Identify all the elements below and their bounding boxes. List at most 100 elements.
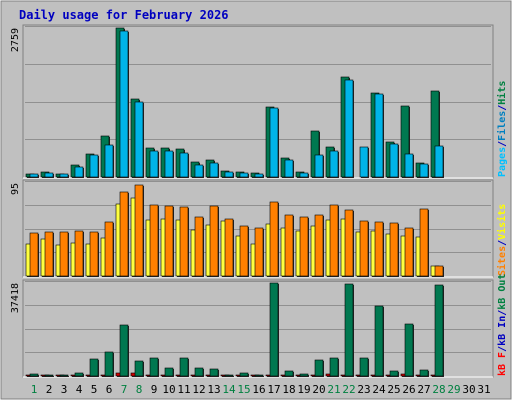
bar-sites-7 (119, 191, 129, 277)
bar-kb-out-23 (359, 357, 369, 377)
bar-files-24 (374, 93, 384, 178)
legend: kB F/kB In/kB Out (497, 274, 508, 376)
bar-kb-out-21 (329, 357, 339, 377)
bar-files-18 (284, 159, 294, 178)
bar-files-9 (149, 150, 159, 178)
bar-files-27 (419, 163, 429, 178)
bar-files-7 (119, 30, 129, 178)
bar-kb-out-8 (134, 360, 144, 377)
day-label-2: 2 (46, 383, 53, 396)
bar-kb-out-17 (269, 282, 279, 377)
bar-files-14 (224, 171, 234, 178)
bar-sites-25 (389, 222, 399, 277)
bar-files-2 (44, 172, 54, 178)
bar-kb-out-26 (404, 323, 414, 377)
bar-files-4 (74, 166, 84, 178)
bar-files-28 (434, 145, 444, 178)
day-label-20: 20 (312, 383, 325, 396)
bar-kb-out-28 (434, 284, 444, 377)
day-axis: 1 2 3 4 5 6 7 8 9 10 11 12 13 14 15 16 17 18 19 20 21 22 23 24 2… (31, 383, 491, 396)
bar-kb-out-20 (314, 359, 324, 377)
bar-sites-17 (269, 201, 279, 277)
bar-files-15 (239, 172, 249, 178)
day-label-15: 15 (237, 383, 250, 396)
day-label-19: 19 (297, 383, 310, 396)
day-label-18: 18 (282, 383, 295, 396)
bar-sites-6 (104, 221, 114, 277)
bar-kb-out-2 (44, 374, 54, 377)
day-label-14: 14 (222, 383, 236, 396)
day-label-16: 16 (252, 383, 265, 396)
legend-item-0: Pages (497, 147, 508, 177)
bar-sites-4 (74, 230, 84, 277)
bar-files-8 (134, 101, 144, 178)
bar-sites-2 (44, 231, 54, 277)
bar-files-13 (209, 162, 219, 178)
legend-item-3: / (497, 105, 508, 111)
day-label-11: 11 (177, 383, 190, 396)
legend-item-3: / (497, 310, 508, 316)
legend-item-1: / (497, 240, 508, 246)
day-label-9: 9 (151, 383, 158, 396)
bar-sites-28 (434, 265, 444, 277)
bar-kb-out-7 (119, 324, 129, 377)
bar-kb-out-24 (374, 305, 384, 377)
legend: Sites/Visits (496, 204, 508, 276)
bar-kb-out-9 (149, 357, 159, 377)
bar-sites-14 (224, 218, 234, 277)
bar-sites-26 (404, 227, 414, 277)
bar-kb-out-27 (419, 369, 429, 377)
bar-sites-18 (284, 214, 294, 277)
day-label-30: 30 (462, 383, 475, 396)
bar-sites-9 (149, 204, 159, 277)
day-label-29: 29 (447, 383, 460, 396)
bar-files-19 (299, 172, 309, 178)
bar-files-20 (314, 154, 324, 178)
bar-kb-out-14 (224, 374, 234, 377)
bar-sites-8 (134, 184, 144, 277)
bar-sites-23 (359, 220, 369, 277)
bar-sites-13 (209, 205, 219, 277)
legend-item-0: Sites (496, 246, 508, 276)
bar-kb-out-25 (389, 370, 399, 377)
bar-files-25 (389, 143, 399, 178)
bar-kb-out-13 (209, 368, 219, 377)
bar-kb-out-11 (179, 357, 189, 377)
bar-files-26 (404, 153, 414, 178)
legend-item-4: Hits (496, 81, 508, 105)
bar-kb-out-1 (29, 373, 39, 377)
chart-title: Daily usage for February 2026 (19, 8, 229, 22)
day-label-26: 26 (402, 383, 415, 396)
day-label-5: 5 (91, 383, 98, 396)
day-label-31: 31 (477, 383, 490, 396)
bar-files-23 (359, 146, 369, 178)
day-label-24: 24 (372, 383, 386, 396)
bar-sites-10 (164, 205, 174, 277)
bar-kb-out-10 (164, 367, 174, 377)
bar-sites-20 (314, 214, 324, 277)
day-label-23: 23 (357, 383, 370, 396)
legend: Pages/Files/Hits (496, 81, 508, 177)
bar-sites-3 (59, 231, 69, 277)
legend-item-1: / (497, 141, 508, 147)
bar-sites-22 (344, 209, 354, 277)
day-label-27: 27 (417, 383, 430, 396)
bar-files-5 (89, 154, 99, 178)
bar-kb-out-19 (299, 373, 309, 377)
bar-kb-out-4 (74, 372, 84, 377)
bar-files-16 (254, 173, 264, 178)
day-label-12: 12 (192, 383, 205, 396)
legend-item-2: Files (496, 111, 508, 141)
day-label-8: 8 (136, 383, 143, 396)
bar-sites-24 (374, 221, 384, 277)
legend-item-1: / (497, 346, 508, 352)
bar-sites-1 (29, 232, 39, 277)
bar-kb-out-18 (284, 370, 294, 377)
bar-files-22 (344, 79, 354, 178)
legend-item-0: kB F (497, 352, 508, 376)
legend-item-2: Visits (496, 204, 508, 240)
bar-files-3 (59, 173, 69, 178)
